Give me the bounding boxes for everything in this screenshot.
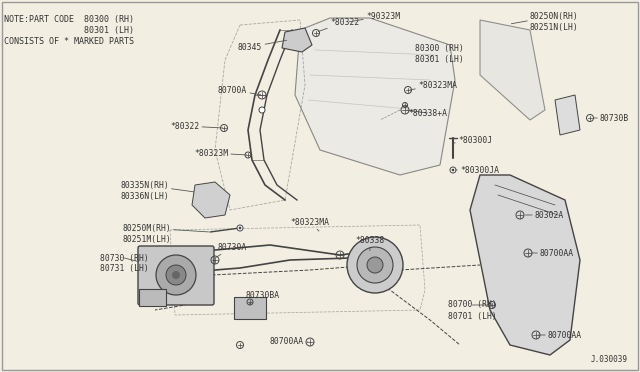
Text: 80700AA: 80700AA: [538, 330, 582, 340]
Polygon shape: [282, 28, 312, 52]
Text: *80322: *80322: [318, 17, 359, 32]
Text: *90323M: *90323M: [349, 12, 400, 22]
Circle shape: [166, 265, 186, 285]
Circle shape: [357, 247, 393, 283]
Text: 80730 (RH): 80730 (RH): [100, 253, 148, 263]
Text: 80731 (LH): 80731 (LH): [100, 264, 148, 273]
FancyBboxPatch shape: [139, 289, 166, 306]
Polygon shape: [555, 95, 580, 135]
Text: 80251N(LH): 80251N(LH): [530, 22, 579, 32]
Text: 80250M(RH): 80250M(RH): [122, 224, 209, 232]
Circle shape: [347, 237, 403, 293]
Text: CONSISTS OF * MARKED PARTS: CONSISTS OF * MARKED PARTS: [4, 37, 134, 46]
Text: 80336N(LH): 80336N(LH): [120, 192, 169, 201]
Text: 80700A: 80700A: [218, 86, 260, 95]
Text: 80302A: 80302A: [525, 211, 564, 219]
Circle shape: [259, 107, 265, 113]
Polygon shape: [480, 20, 545, 120]
Text: 80345: 80345: [238, 40, 287, 51]
Text: *80322: *80322: [170, 122, 223, 131]
Text: 80730BA: 80730BA: [245, 291, 279, 304]
Text: 80301 (LH): 80301 (LH): [415, 55, 464, 64]
Text: *80323MA: *80323MA: [290, 218, 329, 231]
Text: 80250N(RH): 80250N(RH): [511, 12, 579, 24]
Text: *80300J: *80300J: [454, 135, 492, 144]
Text: 80701 (LH): 80701 (LH): [448, 311, 497, 321]
Text: *80338+A: *80338+A: [408, 109, 447, 118]
Polygon shape: [192, 182, 230, 218]
Circle shape: [172, 271, 180, 279]
Text: 80700AA: 80700AA: [531, 248, 574, 257]
Circle shape: [237, 225, 243, 231]
FancyBboxPatch shape: [138, 246, 214, 305]
Polygon shape: [470, 175, 580, 355]
Text: 80700 (RH): 80700 (RH): [448, 301, 497, 310]
Polygon shape: [295, 18, 455, 175]
Text: 80335N(RH): 80335N(RH): [120, 180, 194, 192]
Circle shape: [239, 227, 241, 230]
Text: 80730A: 80730A: [216, 243, 247, 257]
Text: *80300JA: *80300JA: [456, 166, 499, 174]
Circle shape: [156, 255, 196, 295]
Text: *80323M: *80323M: [194, 148, 246, 157]
FancyBboxPatch shape: [234, 297, 266, 319]
Text: 80300 (RH): 80300 (RH): [415, 44, 464, 57]
Circle shape: [367, 257, 383, 273]
Text: 80251M(LH): 80251M(LH): [122, 234, 171, 244]
Text: 80301 (LH): 80301 (LH): [4, 26, 134, 35]
Text: NOTE:PART CODE  80300 (RH): NOTE:PART CODE 80300 (RH): [4, 15, 134, 24]
Text: *80338: *80338: [355, 235, 384, 251]
Text: J.030039: J.030039: [591, 355, 628, 364]
Circle shape: [450, 167, 456, 173]
Circle shape: [452, 169, 454, 171]
Text: *80323MA: *80323MA: [410, 80, 457, 90]
Text: 80700AA: 80700AA: [270, 337, 308, 346]
Text: 80730B: 80730B: [593, 113, 629, 122]
